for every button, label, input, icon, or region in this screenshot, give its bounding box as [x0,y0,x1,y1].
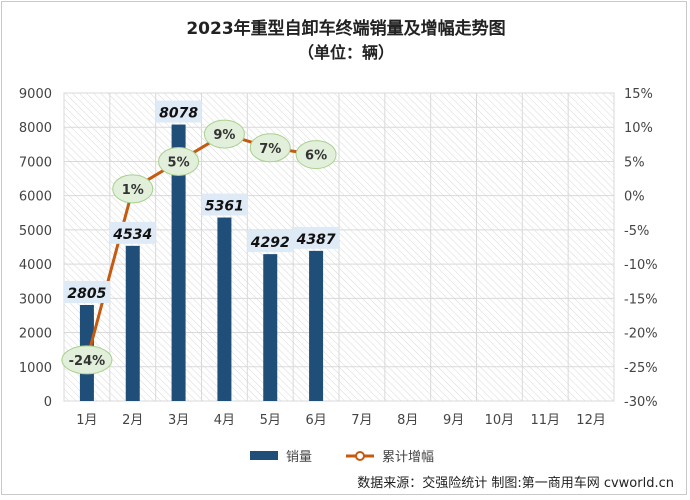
y-left-tick-label: 5000 [19,224,52,239]
x-tick-label: 1月 [76,413,97,428]
x-tick-label: 11月 [530,413,560,428]
y-right-tick-label: 0% [624,190,645,205]
legend-bar-swatch [250,451,278,460]
x-tick-label: 9月 [443,413,464,428]
source-note: 数据来源：交强险统计 制图:第一商用车网 cvworld.cn [357,475,674,491]
y-left-tick-label: 0 [44,395,52,410]
y-left-tick-label: 9000 [19,87,52,102]
x-tick-label: 6月 [305,413,326,428]
y-right-tick-label: 10% [624,121,653,136]
y-left-tick-label: 3000 [19,292,52,307]
y-right-tick-label: -15% [624,292,658,307]
line-label-bubble [203,119,245,149]
line-label-bubble [61,345,113,375]
legend-line-marker [355,451,365,461]
legend: 销量 累计增幅 [250,450,434,465]
x-tick-label: 10月 [485,413,515,428]
x-tick-label: 2月 [122,413,143,428]
y-left-tick-label: 2000 [19,327,52,342]
x-tick-label: 7月 [351,413,372,428]
line-label-bubble [295,140,337,170]
bar-data-label: 4387 [296,232,336,248]
x-tick-label: 8月 [397,413,418,428]
bar-data-label: 4292 [250,235,290,251]
bar-series [79,124,324,401]
y-left-tick-label: 7000 [19,155,52,170]
bar-label-bg [63,281,110,304]
gridlines [63,92,615,402]
y-left-tick-label: 6000 [19,190,52,205]
bar-data-label: 8078 [159,106,198,122]
line-data-label: -24% [69,354,106,369]
y-left-tick-label: 8000 [19,121,52,136]
bar-label-bg [201,193,248,216]
line-label-bubble [249,133,291,163]
bar-label-bg [109,221,156,244]
legend-bar-label: 销量 [286,450,312,465]
x-tick-label: 3月 [168,413,189,428]
bar [171,124,186,401]
bar [309,250,324,401]
bar [125,245,140,401]
y-right-tick-label: -30% [624,395,658,410]
x-tick-label: 5月 [260,413,281,428]
x-tick-label: 4月 [214,413,235,428]
bar [217,217,232,401]
y-right-tick-label: 15% [624,87,653,102]
bar-data-label: 2805 [67,286,106,302]
bar-data-label: 5361 [205,199,244,215]
y-left-tick-label: 1000 [19,361,52,376]
bar-label-bg [293,226,340,249]
line-data-label: 1% [122,183,144,198]
chart-title: 2023年重型自卸车终端销量及增幅走势图 [186,18,505,39]
bar [263,254,278,401]
y-axis-right: -30% -25% -20% -15% -10% -5% 0% 5% 10% 15% [624,87,658,410]
y-right-tick-label: -5% [624,224,649,239]
y-right-tick-label: -20% [624,327,658,342]
bar-labels: 2805 4534 8078 5361 4292 4387 [63,100,340,304]
chart-subtitle: （单位：辆） [298,43,394,62]
y-right-tick-label: -10% [624,258,658,273]
y-left-tick-label: 4000 [19,258,52,273]
bar-label-bg [155,100,202,123]
legend-line-label: 累计增幅 [382,450,434,465]
y-right-tick-label: -25% [624,361,658,376]
line-data-label: 7% [259,142,281,157]
bar-label-bg [247,230,294,253]
line-labels: -24% 1% 5% 9% 7% 6% [61,119,337,375]
line-label-bubble [112,174,154,204]
bar-data-label: 4534 [112,227,152,243]
line-label-bubble [158,146,200,176]
x-axis: 1月 2月 3月 4月 5月 6月 7月 8月 9月 10月 11月 12月 [76,413,606,428]
x-tick-label: 12月 [576,413,606,428]
line-data-label: 6% [305,149,327,164]
line-data-label: 9% [213,128,235,143]
y-right-tick-label: 5% [624,155,645,170]
y-axis-left: 0 1000 2000 3000 4000 5000 6000 7000 8000 9000 [19,87,52,410]
line-data-label: 5% [168,155,190,170]
